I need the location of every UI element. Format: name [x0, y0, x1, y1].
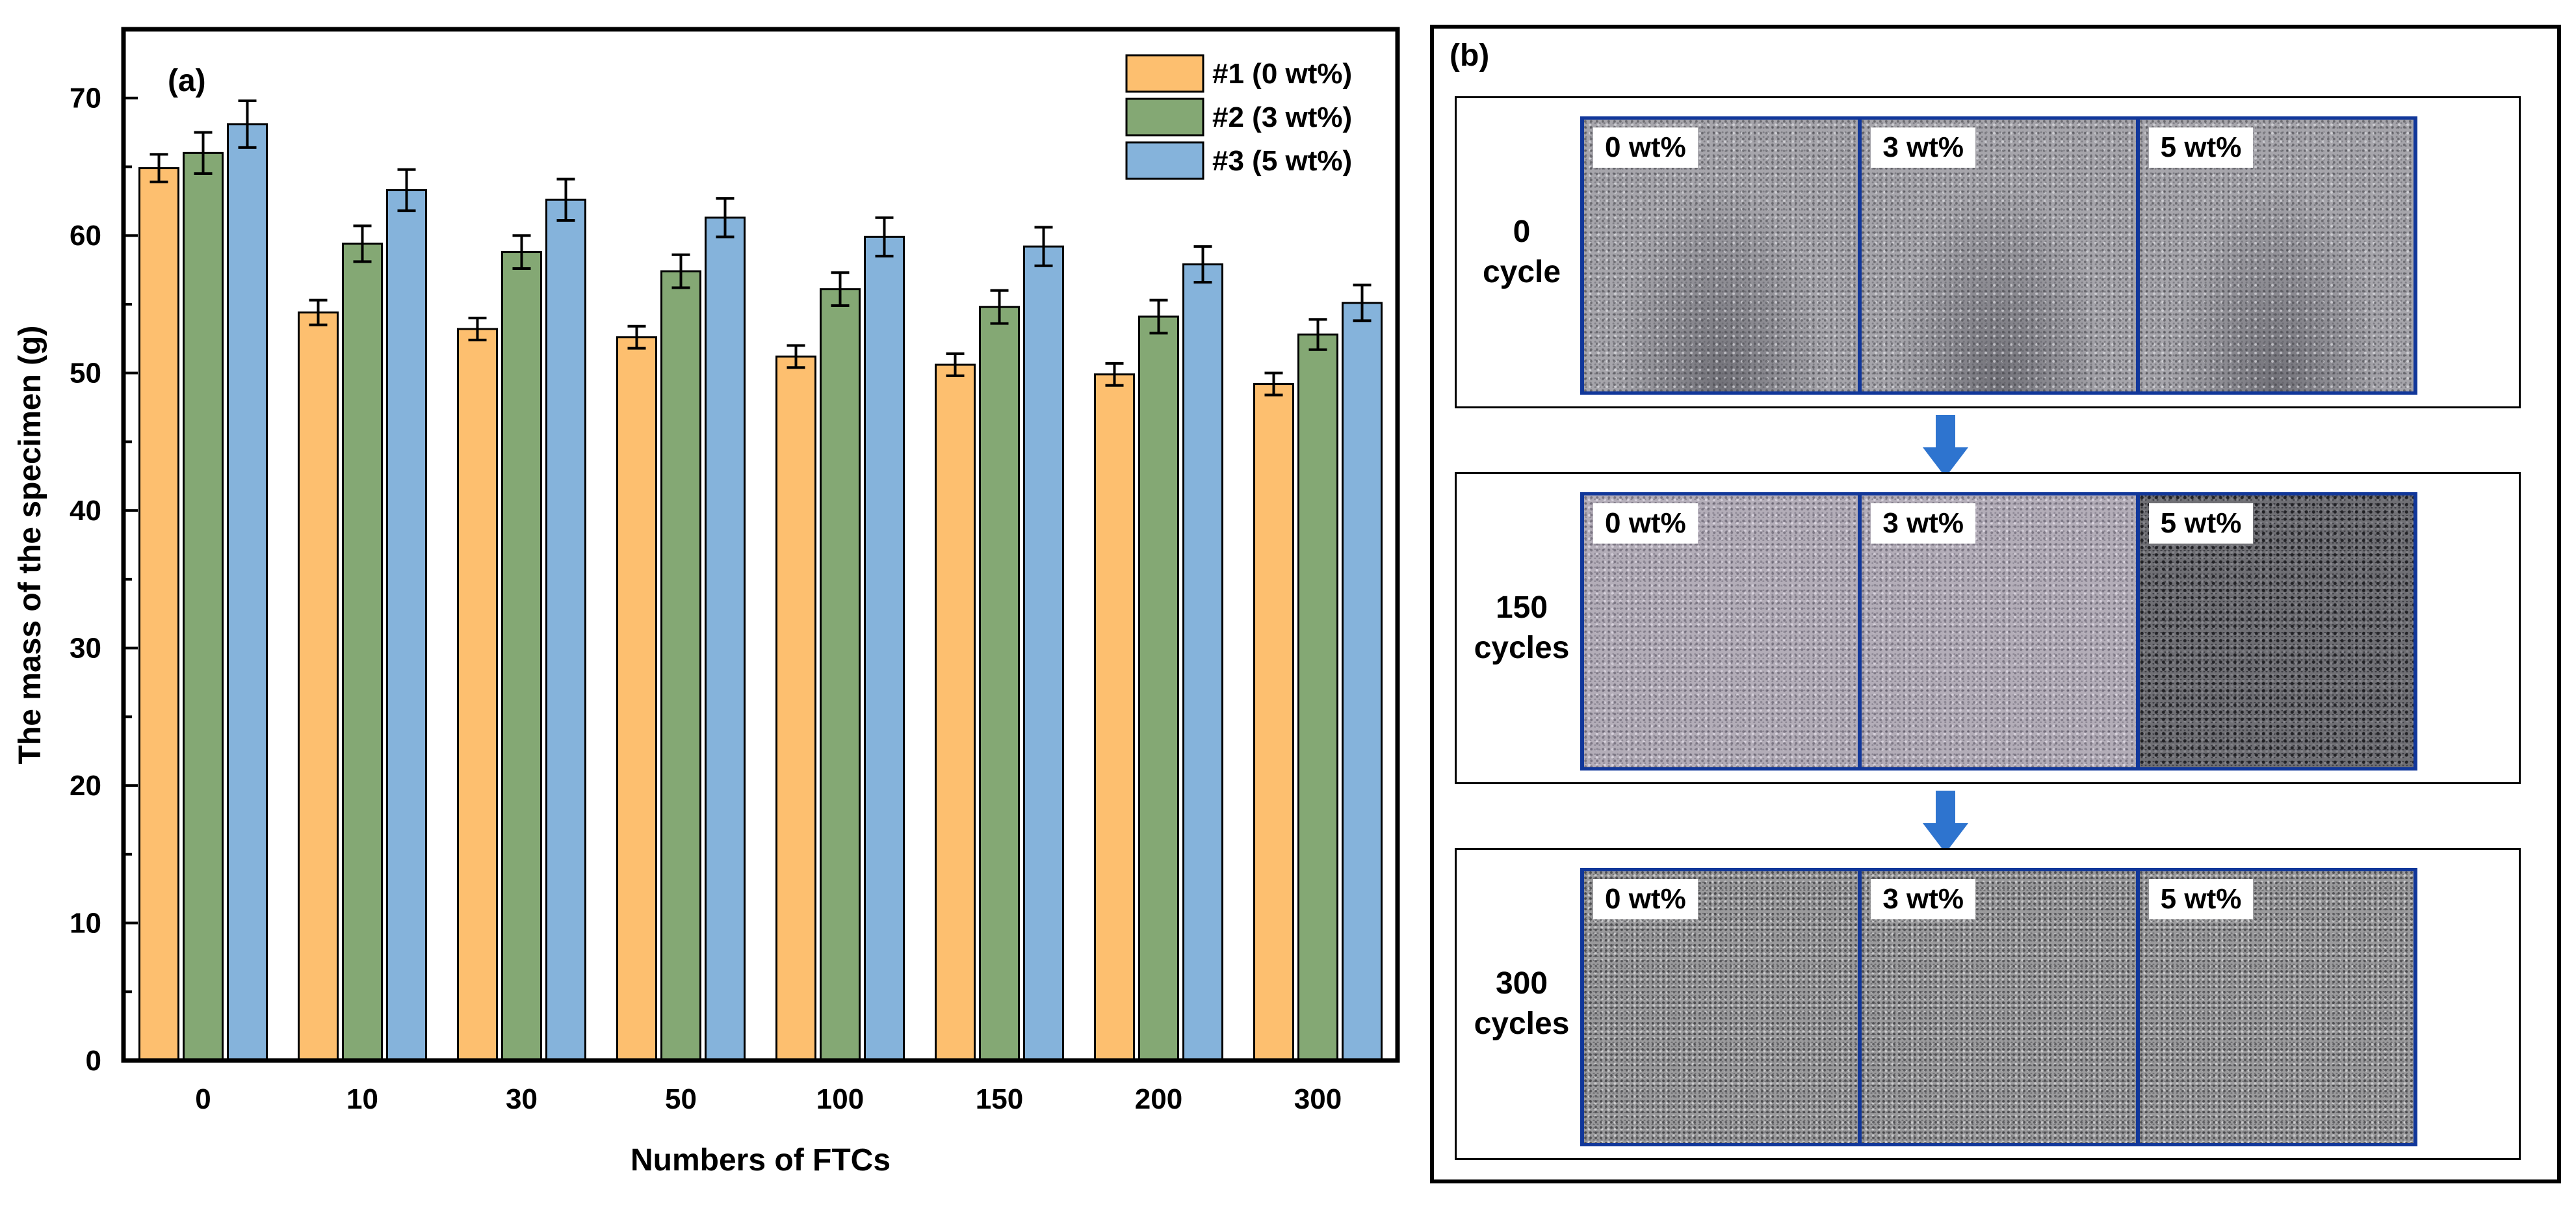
x-tick-label: 300 [1294, 1083, 1342, 1115]
down-arrow-icon [1923, 791, 1968, 853]
row-label-unit: cycles [1474, 631, 1570, 665]
specimen-photo-0wt: 0 wt% [1584, 120, 1858, 391]
bar-3-100 [864, 235, 905, 1062]
specimen-photo-3wt: 3 wt% [1862, 120, 2136, 391]
x-axis: 0 10 30 50 100 150 200 300 [195, 1083, 1342, 1115]
bar-3-200 [1182, 263, 1223, 1062]
bar-2-10 [342, 243, 383, 1062]
specimen-photo-3wt: 3 wt% [1862, 871, 2136, 1143]
y-axis-title: The mass of the specimen (g) [13, 326, 47, 765]
row-label-value: 150 [1495, 590, 1548, 625]
bar-1-100 [775, 355, 816, 1062]
down-arrow-shape [1923, 791, 1968, 853]
x-axis-title: Numbers of FTCs [631, 1143, 891, 1178]
photo-label: 5 wt% [2148, 127, 2254, 168]
bar-1-150 [935, 363, 976, 1062]
x-tick-label: 30 [506, 1083, 538, 1115]
bar-1-50 [616, 336, 657, 1062]
bar-2-300 [1297, 333, 1338, 1062]
row-label-unit: cycles [1474, 1007, 1570, 1041]
specimen-photo-0wt: 0 wt% [1584, 495, 1858, 767]
bar-1-0 [138, 167, 179, 1062]
legend: #1 (0 wt%) #2 (3 wt%) #3 (5 wt%) [1125, 54, 1352, 180]
x-tick-label: 150 [976, 1083, 1023, 1115]
bar-2-50 [660, 270, 701, 1062]
bar-3-300 [1342, 302, 1383, 1062]
legend-label-3: #3 (5 wt%) [1212, 145, 1352, 177]
legend-label-1: #1 (0 wt%) [1212, 58, 1352, 90]
photo-strip: 0 wt% 3 wt% 5 wt% [1580, 492, 2417, 771]
bar-3-30 [545, 198, 586, 1062]
y-tick-label: 50 [70, 358, 101, 389]
x-tick-label: 100 [816, 1083, 864, 1115]
photo-label: 3 wt% [1871, 879, 1976, 919]
photo-label: 3 wt% [1871, 127, 1976, 168]
bar-1-200 [1094, 373, 1135, 1062]
down-arrow-shape [1923, 415, 1968, 477]
x-tick-label: 10 [346, 1083, 378, 1115]
photo-row-150-cycles: 150 cycles 0 wt% 3 wt% 5 wt% [1455, 472, 2521, 784]
panel-a-label: (a) [168, 64, 206, 98]
photo-label: 0 wt% [1593, 879, 1698, 919]
bar-3-150 [1023, 245, 1064, 1062]
y-tick-label: 0 [86, 1045, 101, 1077]
photo-label: 5 wt% [2148, 503, 2254, 544]
photo-label: 3 wt% [1871, 503, 1976, 544]
legend-swatch-3 [1125, 141, 1204, 180]
error-bars-layer [150, 99, 1372, 397]
legend-label-2: #2 (3 wt%) [1212, 101, 1352, 133]
legend-swatch-2 [1125, 98, 1204, 137]
row-label-value: 300 [1495, 966, 1548, 1001]
specimen-photo-3wt: 3 wt% [1862, 495, 2136, 767]
plot-frame [121, 27, 1400, 1063]
specimen-photo-panel: (b) 0 cycle 0 wt% 3 wt% 5 wt% 150 cycles… [1430, 25, 2561, 1183]
bar-2-0 [183, 152, 224, 1062]
bars-layer [138, 123, 1383, 1062]
x-tick-label: 200 [1135, 1083, 1182, 1115]
row-label: 300 cycles [1457, 850, 1587, 1158]
y-tick-label: 20 [70, 770, 101, 802]
bar-2-150 [979, 306, 1020, 1062]
specimen-photo-5wt: 5 wt% [2139, 120, 2413, 391]
down-arrow-icon [1923, 415, 1968, 477]
specimen-photo-5wt: 5 wt% [2139, 495, 2413, 767]
bar-1-10 [298, 311, 339, 1062]
photo-strip: 0 wt% 3 wt% 5 wt% [1580, 868, 2417, 1146]
specimen-photo-0wt: 0 wt% [1584, 871, 1858, 1143]
specimen-photo-5wt: 5 wt% [2139, 871, 2413, 1143]
row-label: 0 cycle [1457, 98, 1587, 406]
bar-2-200 [1138, 315, 1179, 1062]
y-axis: 0 10 20 30 40 50 60 70 [70, 28, 138, 1077]
bar-1-30 [457, 328, 498, 1062]
y-tick-label: 60 [70, 220, 101, 252]
bar-2-100 [820, 288, 861, 1062]
bar-2-30 [501, 251, 542, 1062]
photo-row-300-cycles: 300 cycles 0 wt% 3 wt% 5 wt% [1455, 848, 2521, 1160]
y-tick-label: 30 [70, 633, 101, 665]
photo-label: 5 wt% [2148, 879, 2254, 919]
photo-row-0-cycle: 0 cycle 0 wt% 3 wt% 5 wt% [1455, 96, 2521, 408]
row-label-unit: cycle [1482, 255, 1561, 289]
bar-3-50 [705, 217, 746, 1062]
panel-b-label: (b) [1450, 38, 1490, 73]
legend-swatch-1 [1125, 54, 1204, 93]
bar-1-300 [1253, 383, 1294, 1062]
y-tick-label: 70 [70, 83, 101, 114]
row-label: 150 cycles [1457, 474, 1587, 782]
photo-label: 0 wt% [1593, 503, 1698, 544]
row-label-value: 0 [1513, 215, 1531, 249]
bar-3-10 [386, 189, 427, 1062]
photo-strip: 0 wt% 3 wt% 5 wt% [1580, 116, 2417, 395]
bar-3-0 [227, 123, 268, 1062]
y-tick-label: 40 [70, 495, 101, 527]
photo-label: 0 wt% [1593, 127, 1698, 168]
x-tick-label: 50 [665, 1083, 697, 1115]
x-tick-label: 0 [195, 1083, 211, 1115]
y-tick-label: 10 [70, 908, 101, 940]
